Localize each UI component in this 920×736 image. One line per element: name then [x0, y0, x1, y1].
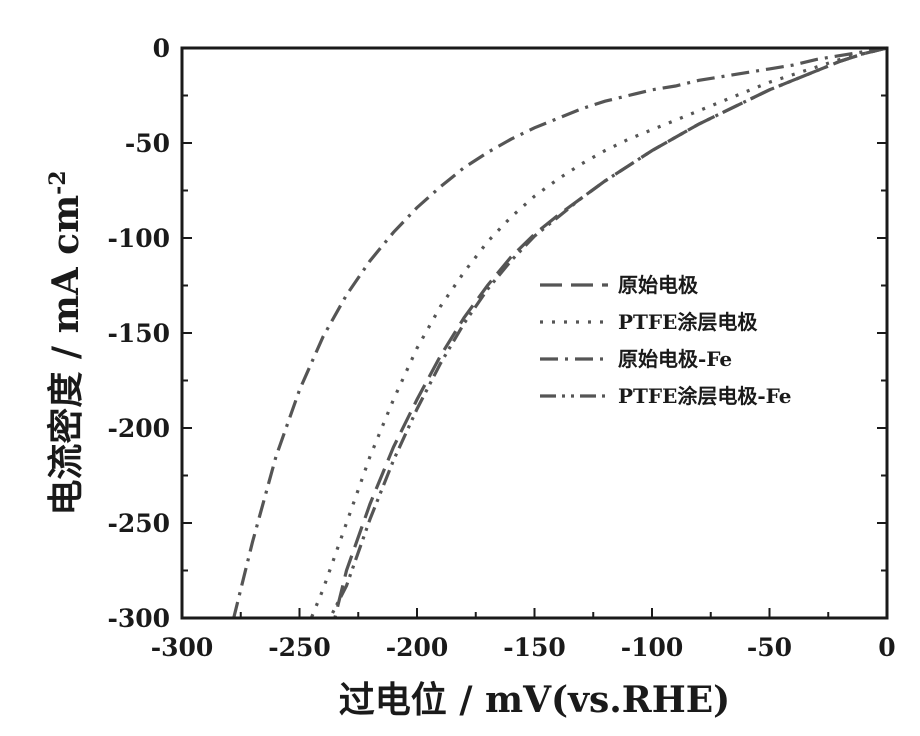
series-line-3 — [232, 46, 888, 619]
x-tick-label: -100 — [621, 633, 684, 662]
y-axis-title: 电流密度 / mA cm — [45, 195, 87, 516]
svg-text:电流密度 / mA cm-2: 电流密度 / mA cm-2 — [45, 170, 87, 515]
y-tick-label: -250 — [107, 509, 170, 538]
x-tick-label: -200 — [386, 633, 449, 662]
series-lines — [232, 46, 888, 619]
plot-frame — [180, 46, 889, 620]
legend-label-2: PTFE涂层电极 — [618, 310, 758, 334]
legend-label-3: 原始电极-Fe — [618, 347, 732, 371]
legend-label-4: PTFE涂层电极-Fe — [618, 384, 792, 408]
tick-labels: -300 -250 -200 -150 -100 -50 0 0 -50 -100 -150 -200… — [107, 34, 895, 662]
y-tick-label: -150 — [107, 319, 170, 348]
x-axis-title: 过电位 / mV(vs.RHE) — [339, 679, 730, 721]
series-line-4 — [328, 46, 888, 619]
legend-label-1: 原始电极 — [618, 273, 699, 297]
axis-ticks — [181, 47, 888, 619]
x-tick-label: -300 — [151, 633, 214, 662]
y-tick-label: 0 — [153, 34, 170, 63]
x-tick-label: 0 — [878, 633, 895, 662]
series-line-1 — [333, 46, 888, 619]
x-tick-label: -250 — [268, 633, 331, 662]
y-axis-title-superscript: -2 — [45, 170, 71, 194]
x-tick-label: -50 — [747, 633, 792, 662]
series-line-2 — [309, 46, 888, 619]
y-tick-label: -300 — [107, 604, 170, 633]
y-tick-label: -50 — [125, 129, 170, 158]
y-tick-label: -200 — [107, 414, 170, 443]
y-axis-title-group: 电流密度 / mA cm-2 — [45, 170, 87, 515]
y-tick-label: -100 — [107, 224, 170, 253]
x-tick-label: -150 — [503, 633, 566, 662]
